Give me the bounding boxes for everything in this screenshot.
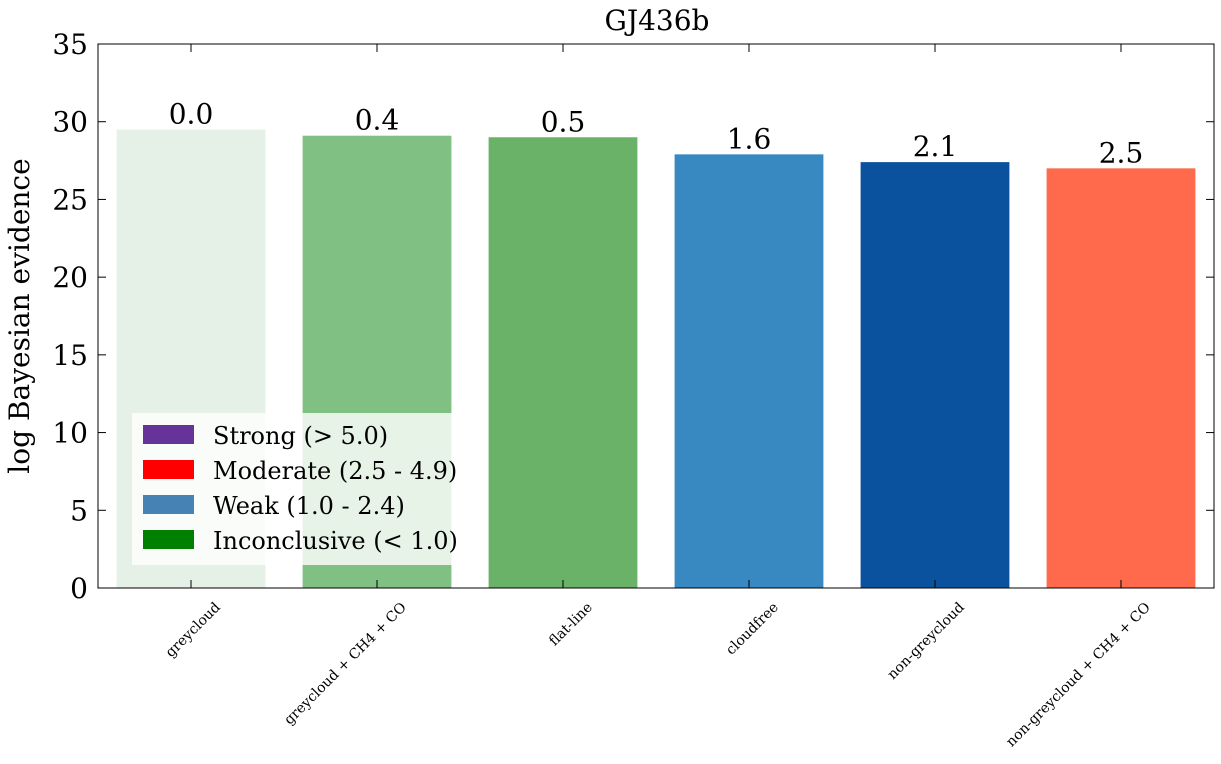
y-tick-label: 30	[52, 106, 88, 139]
plot-frame	[97, 43, 1215, 589]
y-tick-label: 10	[52, 417, 88, 450]
axes-layer	[97, 43, 1215, 589]
legend-label: Moderate (2.5 - 4.9)	[213, 457, 457, 485]
bar-value-label: 2.5	[1099, 136, 1144, 169]
legend: Strong (> 5.0) Moderate (2.5 - 4.9) Weak (…	[132, 413, 477, 565]
bar-value-label: 0.4	[355, 104, 400, 137]
legend-swatch	[143, 425, 194, 444]
bars-layer	[116, 129, 1196, 589]
y-axis-label: log Bayesian evidence	[3, 158, 36, 473]
legend-label: Weak (1.0 - 2.4)	[213, 492, 405, 520]
legend-swatch	[143, 530, 194, 549]
bar-4	[860, 162, 1010, 588]
y-tick-label: 20	[52, 261, 88, 294]
y-tick-label: 15	[52, 339, 88, 372]
legend-swatch	[143, 495, 194, 514]
x-tick-label: non-greycloud + CH4 + CO	[1003, 600, 1154, 751]
legend-label: Inconclusive (< 1.0)	[213, 527, 458, 555]
y-tick-label: 5	[70, 494, 88, 527]
x-tick-label: non-greycloud	[885, 599, 968, 682]
x-tick-label: cloudfree	[723, 600, 782, 659]
legend-swatch	[143, 460, 194, 479]
y-tick-label: 25	[52, 183, 88, 216]
x-tick-label: greycloud + CH4 + CO	[281, 600, 410, 729]
bar-value-label: 2.1	[913, 130, 958, 163]
x-tick-label: greycloud	[163, 599, 224, 660]
x-tick-label: flat-line	[546, 600, 596, 650]
legend-label: Strong (> 5.0)	[213, 422, 388, 450]
bar-2	[488, 137, 638, 588]
bar-3	[674, 154, 824, 588]
bar-5	[1046, 168, 1196, 589]
bar-value-label: 1.6	[727, 122, 772, 155]
y-tick-label: 0	[70, 572, 88, 605]
bar-value-label: 0.0	[169, 97, 214, 130]
bar-labels-layer: 0.0 0.4 0.5 1.6 2.1 2.5	[169, 97, 1144, 169]
y-tick-label: 35	[52, 28, 88, 61]
bar-value-label: 0.5	[541, 105, 586, 138]
chart-title: GJ436b	[605, 4, 710, 37]
